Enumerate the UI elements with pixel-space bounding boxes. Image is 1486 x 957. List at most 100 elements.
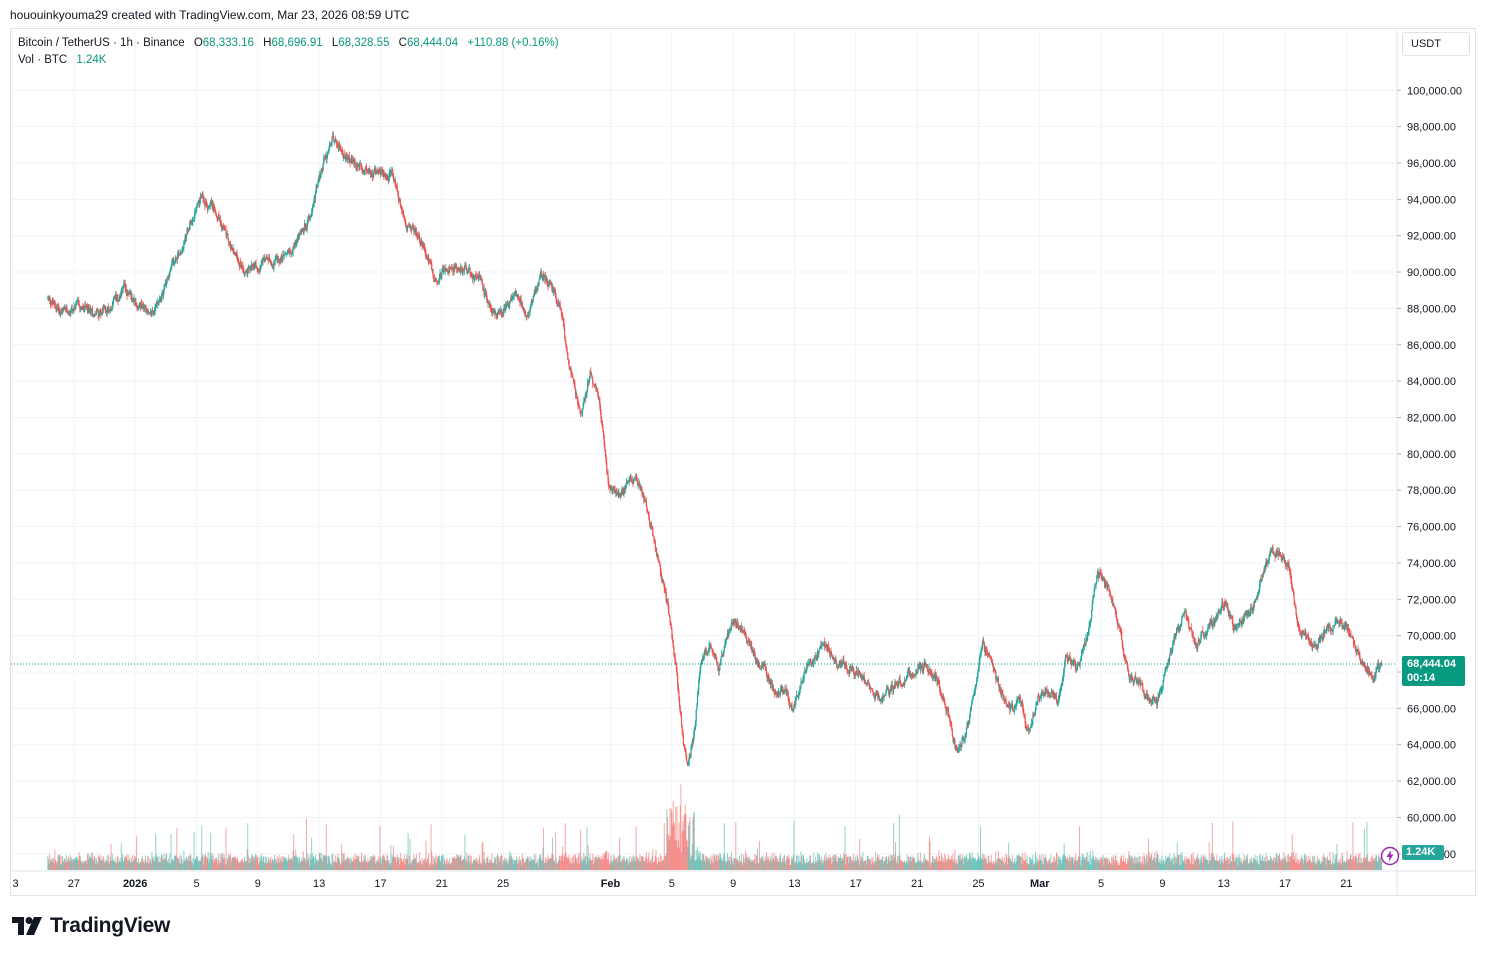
volume-bar <box>1195 857 1197 870</box>
candle-body <box>236 257 239 262</box>
candle-body <box>486 294 488 300</box>
volume-bar <box>1282 858 1284 870</box>
candle-body <box>950 722 952 726</box>
candle-body <box>365 167 367 169</box>
candle-body <box>672 639 674 647</box>
volume-bar <box>118 862 120 870</box>
candle-body <box>549 282 551 284</box>
volume-bar <box>1258 864 1260 870</box>
candle-body <box>601 420 603 427</box>
volume-bar <box>574 855 576 870</box>
candle-body <box>676 669 678 676</box>
volume-bar <box>1193 864 1195 870</box>
volume-bar <box>221 853 223 870</box>
volume-bar <box>1349 854 1351 870</box>
candle-body <box>778 692 780 694</box>
candle-body <box>470 272 472 275</box>
candle-body <box>460 267 462 269</box>
volume-bar <box>1311 862 1313 870</box>
candle-body <box>505 305 507 309</box>
candle-body <box>716 662 718 666</box>
candle-body <box>930 672 932 674</box>
volume-bar <box>1052 862 1054 870</box>
volume-bar <box>154 856 156 870</box>
volume-bar <box>1105 857 1107 870</box>
candle-body <box>722 654 724 656</box>
volume-bar <box>1117 865 1119 870</box>
candle-body <box>871 688 873 690</box>
candle-body <box>81 306 83 310</box>
candle-body <box>323 158 325 164</box>
candle-body <box>210 199 212 202</box>
candle-body <box>700 662 702 664</box>
volume-bar <box>1319 860 1321 870</box>
volume-bar <box>482 860 484 870</box>
volume-bar <box>1332 852 1334 870</box>
volume-bar <box>693 813 695 870</box>
volume-bar <box>92 852 94 870</box>
volume-bar <box>969 854 971 870</box>
volume-bar <box>334 855 336 870</box>
volume-bar <box>640 861 642 870</box>
candle-body <box>114 296 116 299</box>
volume-bar <box>930 862 932 870</box>
candle-body <box>359 163 361 165</box>
candle-body <box>201 196 203 198</box>
volume-bar <box>549 858 551 870</box>
candle-body <box>402 211 404 213</box>
candle-body <box>542 275 544 277</box>
candle-body <box>942 695 945 700</box>
candle-body <box>913 675 915 677</box>
volume-bar <box>1364 857 1366 870</box>
volume-bar <box>658 856 660 870</box>
volume-bar <box>1259 854 1261 870</box>
volume-bar <box>926 859 928 870</box>
candle-body <box>353 160 356 164</box>
volume-bar <box>1066 856 1068 870</box>
candle-body <box>387 179 389 182</box>
volume-bar <box>922 863 924 870</box>
volume-bar <box>931 862 933 870</box>
volume-bar <box>77 860 79 870</box>
candle-body <box>515 295 517 296</box>
candle-body <box>526 314 529 317</box>
volume-bar <box>983 858 985 870</box>
volume-bar <box>190 855 192 870</box>
candle-body <box>378 169 380 171</box>
volume-bar <box>270 856 272 870</box>
candle-body <box>903 684 905 687</box>
candle-body <box>889 689 891 694</box>
candle-body <box>940 691 942 695</box>
candle-body <box>809 659 812 663</box>
candle-body <box>272 264 274 268</box>
volume-bar <box>889 860 891 870</box>
candle-body <box>838 665 840 668</box>
candle-body <box>887 689 890 693</box>
candle-body <box>195 211 197 212</box>
volume-bar <box>671 812 673 870</box>
candle-body <box>813 659 815 661</box>
candle-body <box>724 643 726 647</box>
candle-body <box>112 301 114 306</box>
volume-bar <box>1308 860 1310 870</box>
volume-bar <box>900 859 902 870</box>
candle-body <box>757 662 759 665</box>
volume-bar <box>664 856 666 870</box>
candle-body <box>56 306 58 309</box>
candle-body <box>884 694 886 696</box>
volume-bar <box>692 817 694 870</box>
candle-body <box>441 268 444 271</box>
volume-bar <box>1047 861 1049 870</box>
volume-bar <box>553 859 555 870</box>
candle-body <box>861 676 863 681</box>
candle-body <box>737 622 739 626</box>
volume-bar <box>567 858 569 870</box>
volume-bar <box>1040 859 1042 870</box>
volume-bar <box>1223 858 1225 870</box>
volume-bar <box>454 856 456 870</box>
volume-bar <box>909 861 911 870</box>
volume-bar <box>355 855 357 870</box>
candle-body <box>119 295 121 299</box>
candle-body <box>473 276 475 281</box>
